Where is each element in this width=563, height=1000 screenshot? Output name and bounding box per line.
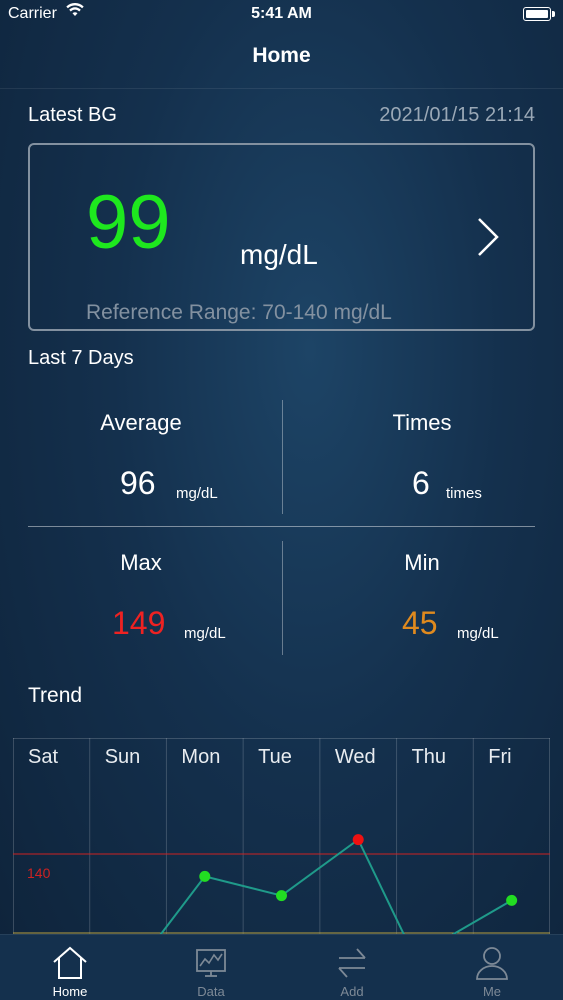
chart-day-label: Sat — [28, 746, 58, 768]
transfer-arrows-icon — [332, 943, 372, 983]
user-icon — [472, 943, 512, 983]
max-title: Max — [120, 550, 162, 575]
min-value: 45 — [402, 605, 438, 641]
average-stat: Average 96 mg/dL — [14, 400, 268, 520]
carrier-label: Carrier — [8, 5, 57, 22]
trend-label: Trend — [28, 684, 83, 707]
trend-point — [276, 890, 287, 902]
chart-day-label: Mon — [181, 746, 220, 768]
wifi-icon — [66, 2, 84, 22]
chevron-right-icon[interactable] — [475, 215, 501, 259]
page-title: Home — [252, 44, 311, 67]
latest-bg-datetime: 2021/01/15 21:14 — [379, 104, 535, 126]
max-unit: mg/dL — [184, 625, 226, 642]
tab-data[interactable]: Data — [141, 935, 281, 1000]
trend-point — [506, 894, 518, 906]
tab-home[interactable]: Home — [0, 935, 140, 1000]
status-time: 5:41 AM — [251, 5, 312, 22]
nav-divider — [0, 88, 563, 89]
status-bar: Carrier 5:41 AM — [0, 0, 563, 30]
stats-divider-bottom — [282, 541, 283, 655]
latest-bg-unit: mg/dL — [240, 239, 318, 270]
times-unit: times — [446, 485, 482, 502]
chart-day-label: Tue — [258, 746, 292, 768]
average-title: Average — [100, 410, 182, 435]
stats-divider-middle — [28, 526, 535, 527]
average-value: 96 — [120, 465, 156, 501]
min-stat: Min 45 mg/dL — [295, 540, 549, 660]
latest-bg-card[interactable]: 99 mg/dL Reference Range: 70-140 mg/dL — [28, 143, 535, 331]
average-unit: mg/dL — [176, 485, 218, 502]
chart-monitor-icon — [191, 943, 231, 983]
chart-day-label: Sun — [105, 746, 141, 768]
battery-icon — [523, 7, 555, 21]
tab-add[interactable]: Add — [282, 935, 422, 1000]
times-title: Times — [392, 410, 452, 435]
tab-home-label: Home — [52, 984, 88, 999]
chart-day-label: Wed — [335, 746, 376, 768]
reference-range: Reference Range: 70-140 mg/dL — [86, 301, 392, 324]
trend-chart-svg: Sat Sun Mon Tue Wed Thu Fri 140 — [13, 738, 550, 934]
tab-me-label: Me — [482, 984, 502, 999]
trend-chart: Sat Sun Mon Tue Wed Thu Fri 140 — [13, 738, 550, 934]
chart-day-label: Thu — [412, 746, 446, 768]
stats-divider-top — [282, 400, 283, 514]
tab-data-label: Data — [197, 984, 225, 999]
trend-point — [199, 870, 211, 882]
min-title: Min — [404, 550, 440, 575]
reference-line-label: 140 — [27, 865, 51, 881]
chart-day-label: Fri — [488, 746, 511, 768]
latest-bg-value: 99 — [86, 180, 171, 265]
max-stat: Max 149 mg/dL — [14, 540, 268, 660]
trend-point — [352, 834, 364, 846]
home-icon — [50, 943, 90, 983]
last-7-days-label: Last 7 Days — [28, 347, 134, 369]
times-stat: Times 6 times — [295, 400, 549, 520]
latest-bg-label: Latest BG — [28, 104, 117, 126]
max-value: 149 — [112, 605, 166, 641]
min-unit: mg/dL — [457, 625, 499, 642]
tab-add-label: Add — [340, 984, 364, 999]
tab-bar: Home Data Add Me — [0, 934, 563, 1000]
tab-me[interactable]: Me — [422, 935, 562, 1000]
times-value: 6 — [412, 465, 430, 501]
